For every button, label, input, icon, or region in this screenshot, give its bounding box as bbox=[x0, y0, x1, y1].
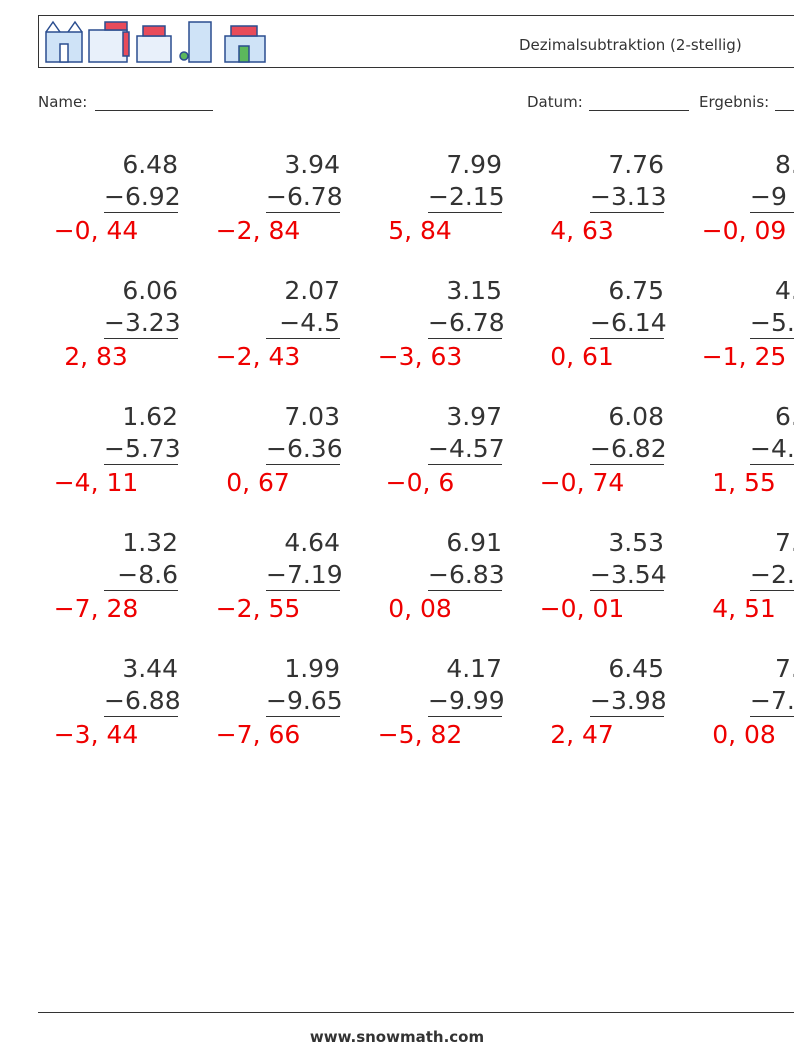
subtrahend: −6.92 bbox=[104, 182, 181, 213]
minuend: 4. bbox=[775, 276, 794, 305]
minuend: 1.99 bbox=[284, 654, 340, 683]
answer: 0, 67 bbox=[226, 468, 290, 497]
header: Dezimalsubtraktion (2-stellig) bbox=[38, 15, 794, 68]
subtrahend: −6.78 bbox=[428, 308, 505, 339]
name-label: Name: bbox=[38, 93, 88, 111]
answer: −3, 63 bbox=[377, 342, 463, 371]
minuend: 7.6 bbox=[775, 654, 794, 683]
subtrahend: −6.83 bbox=[428, 560, 505, 591]
subtrahend: −5. bbox=[750, 308, 794, 339]
minuend: 3.53 bbox=[608, 528, 664, 557]
minuend: 3.94 bbox=[284, 150, 340, 179]
answer: −0, 44 bbox=[53, 216, 139, 245]
subtrahend: −7.19 bbox=[266, 560, 343, 591]
answer: 4, 63 bbox=[550, 216, 614, 245]
minuend: 7.99 bbox=[446, 150, 502, 179]
subtrahend: −2.5 bbox=[750, 560, 794, 591]
subtrahend: −3.23 bbox=[104, 308, 181, 339]
minuend: 7.76 bbox=[608, 150, 664, 179]
answer: 1, 55 bbox=[712, 468, 776, 497]
subtrahend: −3.98 bbox=[590, 686, 667, 717]
minuend: 3.44 bbox=[122, 654, 178, 683]
date-label: Datum: bbox=[527, 93, 583, 111]
minuend: 2.07 bbox=[284, 276, 340, 305]
answer: −0, 09 bbox=[701, 216, 787, 245]
answer: 5, 84 bbox=[388, 216, 452, 245]
minuend: 7.0 bbox=[775, 528, 794, 557]
minuend: 6.0 bbox=[775, 402, 794, 431]
subtrahend: −9.65 bbox=[266, 686, 343, 717]
subtrahend: −9.99 bbox=[428, 686, 505, 717]
answer: 2, 47 bbox=[550, 720, 614, 749]
subtrahend: −9 bbox=[750, 182, 794, 213]
answer: −0, 6 bbox=[385, 468, 455, 497]
minuend: 7.03 bbox=[284, 402, 340, 431]
minuend: 6.75 bbox=[608, 276, 664, 305]
minuend: 1.32 bbox=[122, 528, 178, 557]
answer: −1, 25 bbox=[701, 342, 787, 371]
answer: −2, 55 bbox=[215, 594, 301, 623]
minuend: 6.08 bbox=[608, 402, 664, 431]
header-icons bbox=[45, 20, 266, 63]
answer: −2, 43 bbox=[215, 342, 301, 371]
subtrahend: −3.13 bbox=[590, 182, 667, 213]
answer: −0, 74 bbox=[539, 468, 625, 497]
subtrahend: −6.14 bbox=[590, 308, 667, 339]
answer: 2, 83 bbox=[64, 342, 128, 371]
minuend: 6.48 bbox=[122, 150, 178, 179]
answer: 0, 61 bbox=[550, 342, 614, 371]
answer: −2, 84 bbox=[215, 216, 301, 245]
answer: 0, 08 bbox=[712, 720, 776, 749]
footer: www.snowmath.com bbox=[309, 1028, 485, 1046]
answer: −5, 82 bbox=[377, 720, 463, 749]
subtrahend: −7.5 bbox=[750, 686, 794, 717]
minuend: 3.97 bbox=[446, 402, 502, 431]
date-line bbox=[589, 110, 689, 111]
subtrahend: −2.15 bbox=[428, 182, 505, 213]
minuend: 1.62 bbox=[122, 402, 178, 431]
subtrahend: −6.88 bbox=[104, 686, 181, 717]
answer: 4, 51 bbox=[712, 594, 776, 623]
subtrahend: −4.57 bbox=[428, 434, 505, 465]
minuend: 8. bbox=[775, 150, 794, 179]
answer: −7, 28 bbox=[53, 594, 139, 623]
subtrahend: −6.82 bbox=[590, 434, 667, 465]
subtrahend: −4.5 bbox=[266, 308, 340, 339]
subtrahend: −8.6 bbox=[104, 560, 178, 591]
minuend: 4.64 bbox=[284, 528, 340, 557]
minuend: 6.06 bbox=[122, 276, 178, 305]
answer: −0, 01 bbox=[539, 594, 625, 623]
minuend: 6.91 bbox=[446, 528, 502, 557]
title: Dezimalsubtraktion (2-stellig) bbox=[519, 36, 742, 54]
answer: −3, 44 bbox=[53, 720, 139, 749]
subtrahend: −5.73 bbox=[104, 434, 181, 465]
name-line bbox=[95, 110, 213, 111]
answer: 0, 08 bbox=[388, 594, 452, 623]
answer: −4, 11 bbox=[53, 468, 139, 497]
score-line bbox=[775, 110, 794, 111]
subtrahend: −3.54 bbox=[590, 560, 667, 591]
score-label: Ergebnis: bbox=[699, 93, 770, 111]
subtrahend: −6.78 bbox=[266, 182, 343, 213]
minuend: 4.17 bbox=[446, 654, 502, 683]
minuend: 3.15 bbox=[446, 276, 502, 305]
subtrahend: −4.4 bbox=[750, 434, 794, 465]
answer: −7, 66 bbox=[215, 720, 301, 749]
footer-line bbox=[38, 1012, 794, 1013]
subtrahend: −6.36 bbox=[266, 434, 343, 465]
minuend: 6.45 bbox=[608, 654, 664, 683]
